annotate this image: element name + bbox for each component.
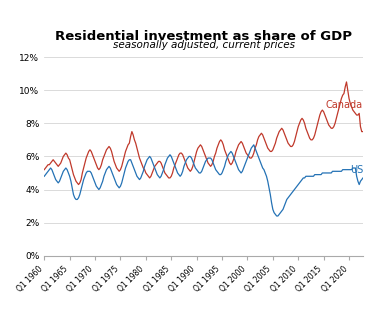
Text: Canada: Canada: [326, 100, 363, 110]
Text: US: US: [350, 165, 363, 176]
Text: seasonally adjusted, current prices: seasonally adjusted, current prices: [113, 40, 294, 50]
Title: Residential investment as share of GDP: Residential investment as share of GDP: [55, 31, 352, 44]
